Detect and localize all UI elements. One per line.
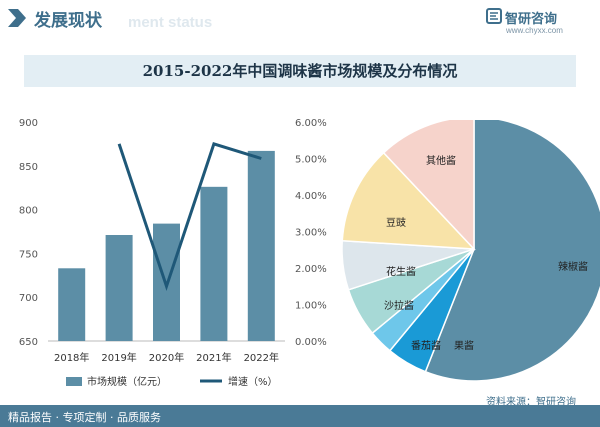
- pie-slice: [424, 120, 600, 382]
- brand-logo-icon: [486, 8, 502, 24]
- chart-title-band: 2015-2022年中国调味酱市场规模及分布情况: [24, 55, 576, 87]
- pie-slice-label: 果酱: [454, 339, 474, 352]
- right-axis-tick-label: 4.00%: [295, 191, 327, 202]
- right-axis-tick-label: 1.00%: [295, 301, 327, 312]
- footer-tagline: 精品报告 · 专项定制 · 品质服务: [8, 411, 161, 424]
- bar: [58, 268, 86, 341]
- legend-bar-label: 市场规模（亿元）: [87, 375, 167, 388]
- x-axis-tick-label: 2021年: [196, 351, 231, 364]
- left-axis-tick-label: 700: [19, 293, 38, 304]
- pie-slice-label: 其他酱: [426, 154, 456, 167]
- pie-slice: [341, 151, 476, 250]
- right-axis-tick-label: 5.00%: [295, 155, 327, 166]
- x-axis-tick-label: 2019年: [101, 351, 136, 364]
- left-axis-tick-label: 800: [19, 206, 38, 217]
- pie-slice-label: 花生酱: [386, 265, 416, 278]
- brand-name: 智研咨询: [505, 12, 558, 27]
- left-axis-tick-label: 850: [19, 162, 38, 173]
- x-axis-tick-label: 2018年: [54, 351, 89, 364]
- x-axis-tick-label: 2020年: [149, 351, 184, 364]
- pie-slice-label: 沙拉酱: [384, 299, 414, 312]
- bar: [200, 186, 228, 341]
- combo-chart: 650 700 750 800 850 900 0.00% 1.00% 2.00% 3.00% 4.…: [19, 118, 327, 388]
- legend-line-label: 增速（%）: [228, 375, 278, 388]
- right-axis-tick-label: 0.00%: [295, 337, 327, 348]
- bar: [105, 235, 133, 341]
- pie-slice-label: 番茄酱: [411, 339, 441, 352]
- growth-rate-line: [117, 142, 262, 292]
- chart-title: 2015-2022年中国调味酱市场规模及分布情况: [142, 62, 458, 80]
- bar: [247, 150, 275, 341]
- header-arrow-icon: [8, 9, 26, 27]
- left-axis-tick-label: 750: [19, 249, 38, 260]
- pie-slice-label: 辣椒酱: [558, 260, 588, 273]
- left-axis-tick-label: 650: [19, 337, 38, 348]
- page-header: 发展现状 ment status 智研咨询 www.chyxx.com: [0, 0, 600, 40]
- brand-url: www.chyxx.com: [506, 26, 563, 35]
- left-axis-tick-label: 900: [19, 118, 38, 129]
- section-watermark: ment status: [128, 14, 213, 31]
- right-axis-tick-label: 3.00%: [295, 228, 327, 239]
- right-axis-tick-label: 2.00%: [295, 264, 327, 275]
- x-axis-tick-label: 2022年: [244, 351, 279, 364]
- page-footer: 精品报告 · 专项定制 · 品质服务: [0, 405, 600, 427]
- pie-slice-label: 豆豉: [386, 217, 406, 229]
- legend-bar-swatch: [66, 377, 82, 386]
- right-axis-tick-label: 6.00%: [295, 118, 327, 129]
- pie-slice: [382, 120, 475, 251]
- section-title: 发展现状: [34, 11, 102, 31]
- data-source: 资料来源：智研咨询: [486, 397, 576, 408]
